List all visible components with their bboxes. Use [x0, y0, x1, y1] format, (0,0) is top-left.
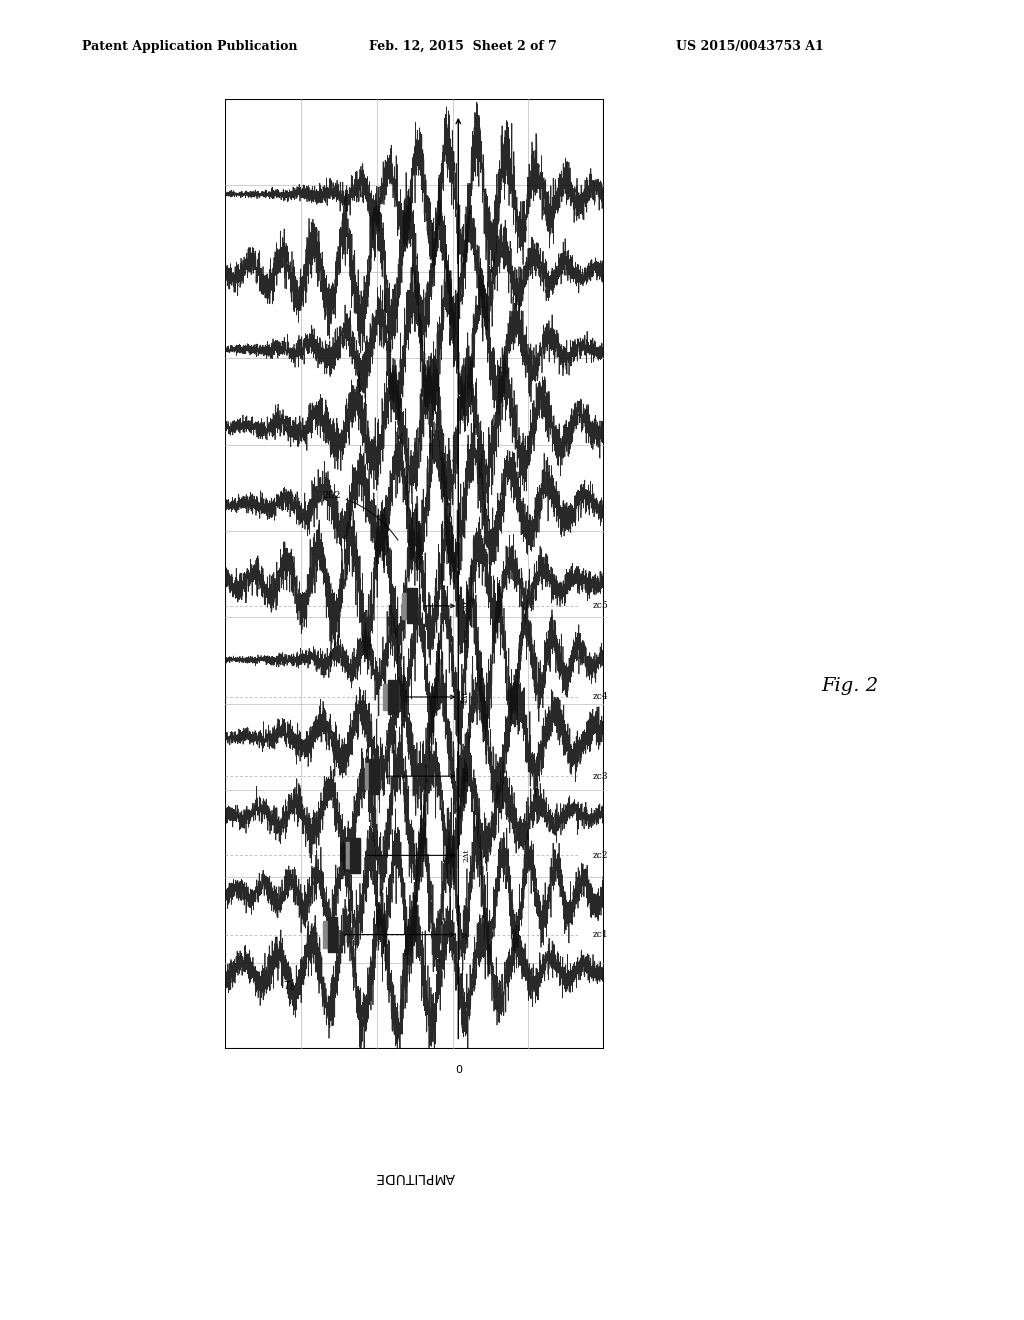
- Text: 2Δt: 2Δt: [462, 849, 470, 862]
- Text: 3Δt: 3Δt: [462, 770, 470, 783]
- Text: Feb. 12, 2015  Sheet 2 of 7: Feb. 12, 2015 Sheet 2 of 7: [369, 40, 556, 53]
- Bar: [402, 593, 417, 619]
- Bar: [365, 763, 379, 789]
- Text: Δt: Δt: [462, 931, 470, 939]
- Text: zc5: zc5: [593, 602, 608, 610]
- Text: 5Δt: 5Δt: [462, 599, 470, 612]
- Text: zc3: zc3: [593, 772, 608, 780]
- Bar: [370, 759, 379, 793]
- Bar: [345, 842, 359, 869]
- Text: zc2: zc2: [593, 851, 608, 859]
- Text: 202: 202: [323, 491, 398, 540]
- Text: AMPLITUDE: AMPLITUDE: [375, 1171, 455, 1184]
- Text: $T_b$: $T_b$: [283, 979, 296, 993]
- Bar: [388, 680, 397, 714]
- Text: 0: 0: [455, 1065, 462, 1076]
- Bar: [323, 921, 337, 948]
- Text: Patent Application Publication: Patent Application Publication: [82, 40, 297, 53]
- Text: zc4: zc4: [593, 693, 608, 701]
- Text: US 2015/0043753 A1: US 2015/0043753 A1: [676, 40, 823, 53]
- Text: zc1: zc1: [593, 931, 608, 939]
- Text: Fig. 2: Fig. 2: [821, 677, 879, 696]
- Bar: [408, 589, 417, 623]
- Bar: [328, 917, 337, 952]
- Text: 4Δt: 4Δt: [462, 690, 470, 704]
- Bar: [350, 838, 359, 873]
- Bar: [383, 684, 397, 710]
